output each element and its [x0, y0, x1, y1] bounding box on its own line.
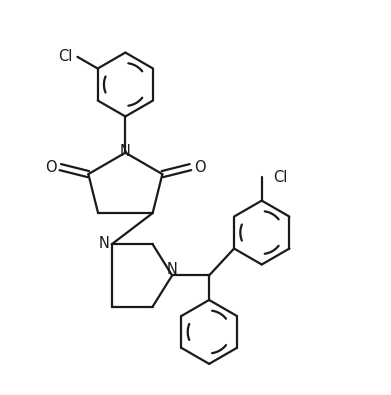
Text: N: N: [120, 144, 131, 159]
Text: Cl: Cl: [58, 49, 72, 64]
Text: O: O: [45, 160, 56, 175]
Text: Cl: Cl: [273, 170, 288, 185]
Text: N: N: [99, 235, 109, 250]
Text: O: O: [194, 160, 206, 175]
Text: N: N: [167, 262, 178, 277]
